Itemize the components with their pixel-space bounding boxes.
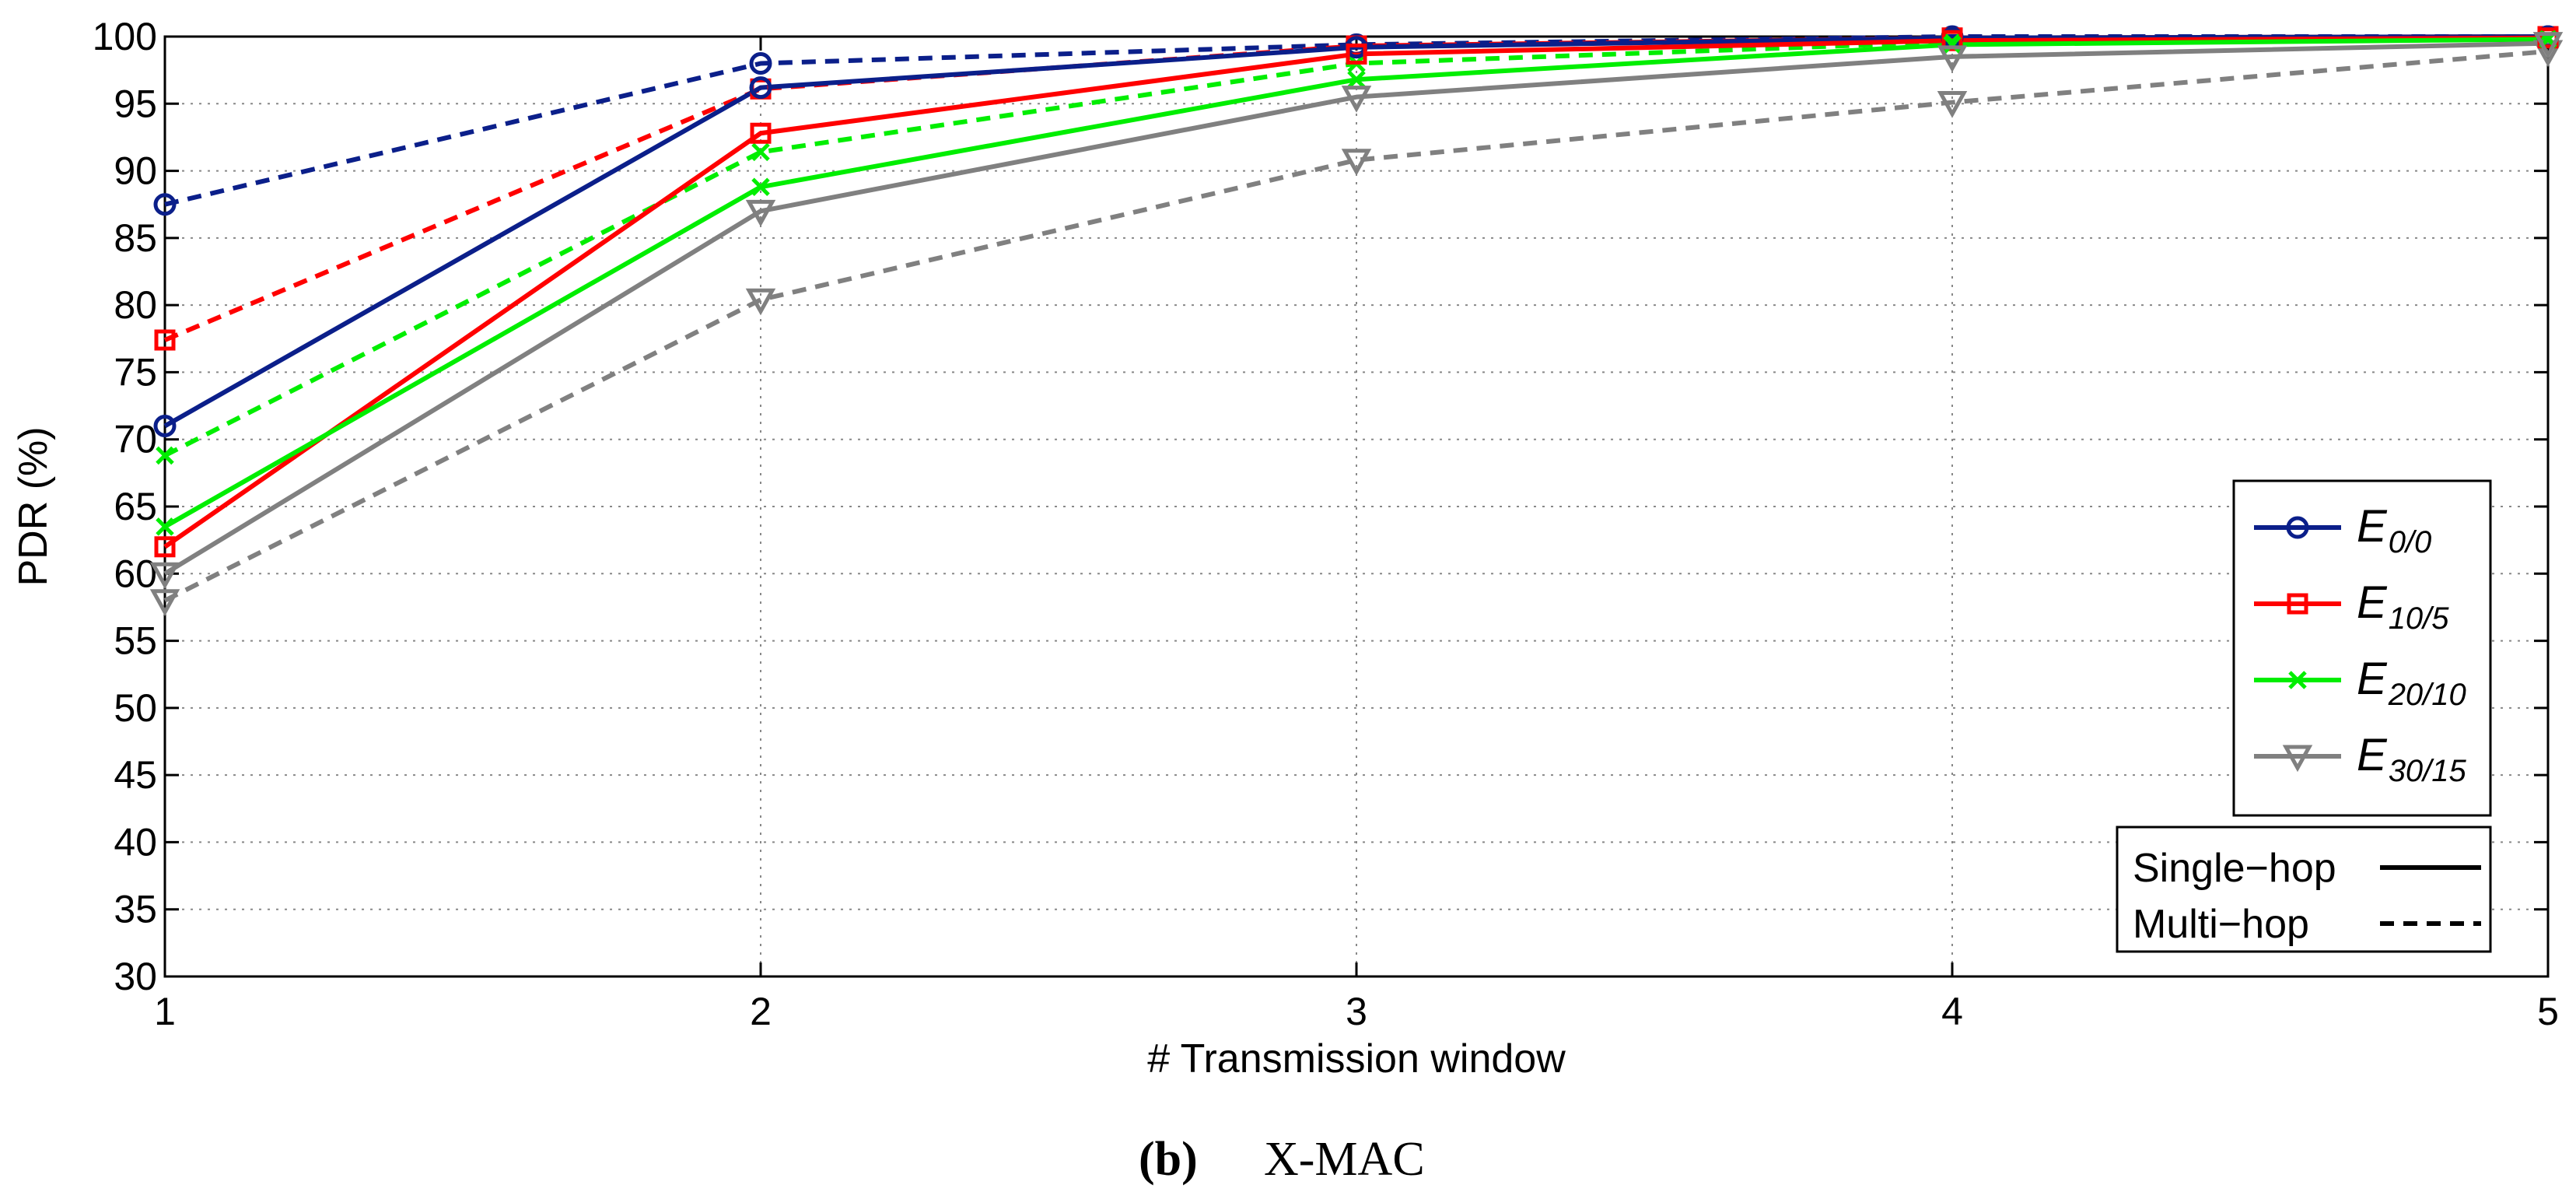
data-point-e30-15-single-hop: [2532, 32, 2564, 59]
data-point-e20-10-multi-hop-stroke: [751, 142, 770, 162]
line-style-legend: Single−hop Multi−hop: [2116, 826, 2492, 953]
legend-marker-e30-15: [2282, 745, 2313, 773]
y-tick-label: 35: [114, 888, 157, 931]
series-markers: [149, 25, 2564, 616]
y-tick-label: 40: [114, 820, 157, 864]
data-point-e20-10-single-hop-stroke: [156, 517, 174, 536]
y-tick-label: 75: [114, 350, 157, 394]
data-point-e20-10-single-hop-stroke: [751, 177, 770, 197]
data-point-e10-5-single-hop: [154, 536, 176, 558]
legend: E0/0 E10/5 E20/10 E30/15: [2232, 479, 2492, 817]
data-point-e30-15-single-hop: [1341, 86, 1372, 113]
y-tick-label: 100: [93, 15, 157, 58]
data-point-e30-15-single-hop: [745, 199, 776, 227]
y-tick-label: 30: [114, 955, 157, 998]
data-point-e20-10-multi-hop-stroke: [156, 446, 174, 465]
data-point-e30-15-multi-hop: [1937, 91, 1968, 118]
legend-label-e10-5: E10/5: [2357, 577, 2449, 636]
y-tick-label: 85: [114, 216, 157, 260]
data-point-e0-0-single-hop: [153, 414, 177, 437]
legend-label-e0-0: E0/0: [2357, 501, 2431, 559]
caption-label: (b): [1139, 1133, 1198, 1186]
legend-label-e30-15: E30/15: [2357, 730, 2467, 788]
x-tick-label: 5: [2537, 990, 2559, 1033]
y-axis-title: PDR (%): [11, 426, 56, 586]
series-line-e20-10-multi-hop: [163, 35, 2549, 458]
legend-box: [2232, 479, 2492, 817]
legend-marker-e20-10: [2288, 671, 2307, 689]
series-line-e30-15-multi-hop: [163, 48, 2549, 603]
data-point-e10-5-single-hop: [750, 122, 772, 144]
data-point-e20-10-single-hop: [1347, 70, 1366, 89]
data-point-e30-15-multi-hop: [745, 288, 776, 316]
series-line-e0-0-multi-hop: [164, 34, 2548, 207]
data-point-e0-0-multi-hop: [749, 52, 772, 75]
y-tick-label: 50: [114, 686, 157, 730]
y-tick-label: 55: [114, 619, 157, 663]
data-point-e0-0-single-hop: [749, 76, 772, 100]
y-tick-label: 80: [114, 283, 157, 327]
data-point-e30-15-multi-hop: [1341, 149, 1372, 176]
data-point-e30-15-multi-hop: [149, 589, 180, 616]
x-axis-title: # Transmission window: [1147, 1036, 1566, 1082]
line-style-label-single-hop: Single−hop: [2133, 846, 2336, 891]
x-tick-label: 3: [1346, 990, 1367, 1033]
legend-marker-e20-10-stroke: [2288, 671, 2307, 689]
data-point-e20-10-single-hop: [156, 517, 174, 536]
line-style-legend-box: [2116, 826, 2492, 953]
data-point-e20-10-single-hop: [751, 177, 770, 197]
x-tick-label: 4: [1941, 990, 1963, 1033]
data-point-e30-15-single-hop: [149, 562, 180, 590]
figure-caption: (b) X-MAC: [1139, 1133, 1425, 1186]
data-point-e20-10-multi-hop: [751, 142, 770, 162]
data-point-e20-10-single-hop-stroke: [1943, 35, 1962, 54]
x-tick-label: 1: [154, 990, 176, 1033]
legend-marker-e0-0: [2286, 516, 2309, 539]
y-tick-label: 65: [114, 485, 157, 528]
y-tick-label: 90: [114, 149, 157, 193]
line-style-label-multi-hop: Multi−hop: [2133, 902, 2309, 947]
data-point-e10-5-multi-hop: [154, 329, 176, 351]
caption-text: X-MAC: [1264, 1133, 1425, 1186]
x-tick-label: 2: [750, 990, 772, 1033]
data-point-e0-0-multi-hop: [153, 193, 177, 216]
data-point-e20-10-single-hop-stroke: [1347, 70, 1366, 89]
legend-label-e20-10: E20/10: [2357, 654, 2466, 712]
y-tick-label: 60: [114, 552, 157, 595]
y-tick-label: 45: [114, 753, 157, 797]
series-line-e30-15-single-hop: [163, 40, 2549, 576]
data-point-e20-10-multi-hop: [156, 446, 174, 465]
data-point-e10-5-single-hop: [1346, 43, 1367, 65]
legend-marker-e10-5: [2287, 593, 2308, 615]
data-point-e20-10-single-hop: [1943, 35, 1962, 54]
y-tick-label: 95: [114, 82, 157, 125]
data-point-e30-15-single-hop: [1937, 45, 1968, 73]
y-tick-label: 70: [114, 418, 157, 461]
